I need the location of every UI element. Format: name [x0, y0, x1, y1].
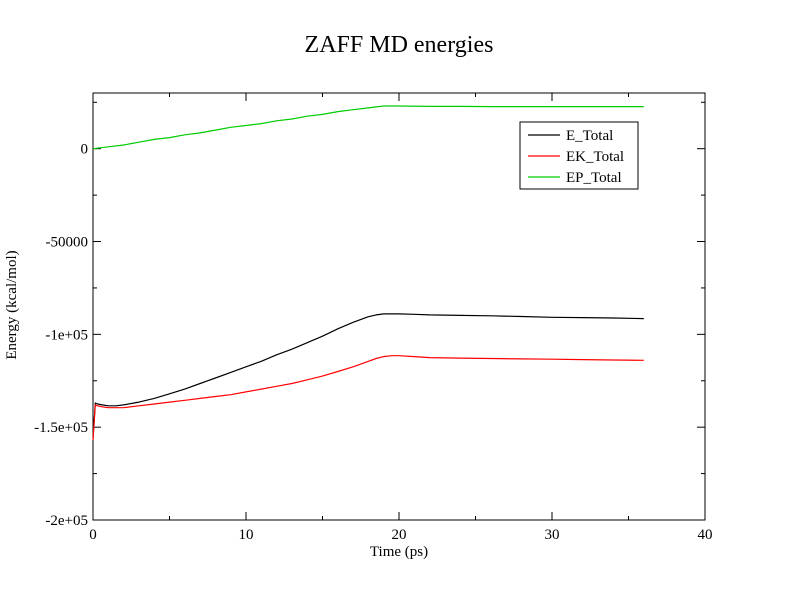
y-tick-label: 0 — [81, 142, 89, 158]
y-tick-label: -1.5e+05 — [34, 420, 88, 436]
legend: E_Total EK_Total EP_Total — [519, 121, 639, 190]
x-axis-label: Time (ps) — [370, 544, 428, 560]
x-tick-label: 0 — [89, 527, 97, 543]
series-line-ek-total — [92, 355, 644, 441]
y-axis-label: Energy (kcal/mol) — [4, 250, 20, 359]
tick-labels: 0 10 20 30 40 -2e+05 -1.5e+05 -1e+05 -50000 0 — [34, 142, 712, 543]
legend-label: EK_Total — [566, 149, 624, 165]
x-tick-label: 20 — [392, 527, 407, 543]
legend-label: EP_Total — [566, 170, 622, 186]
y-tick-label: -1e+05 — [45, 327, 88, 343]
y-tick-label: -2e+05 — [45, 513, 88, 529]
legend-label: E_Total — [566, 128, 613, 144]
series-line-ep-total — [92, 105, 644, 150]
series-line-e-total — [92, 313, 644, 439]
x-tick-label: 40 — [698, 527, 713, 543]
axes — [92, 92, 706, 521]
x-tick-label: 30 — [545, 527, 560, 543]
x-tick-label: 10 — [239, 527, 254, 543]
chart-title: ZAFF MD energies — [305, 32, 494, 58]
series-layer — [92, 105, 644, 441]
y-tick-label: -50000 — [46, 235, 89, 251]
